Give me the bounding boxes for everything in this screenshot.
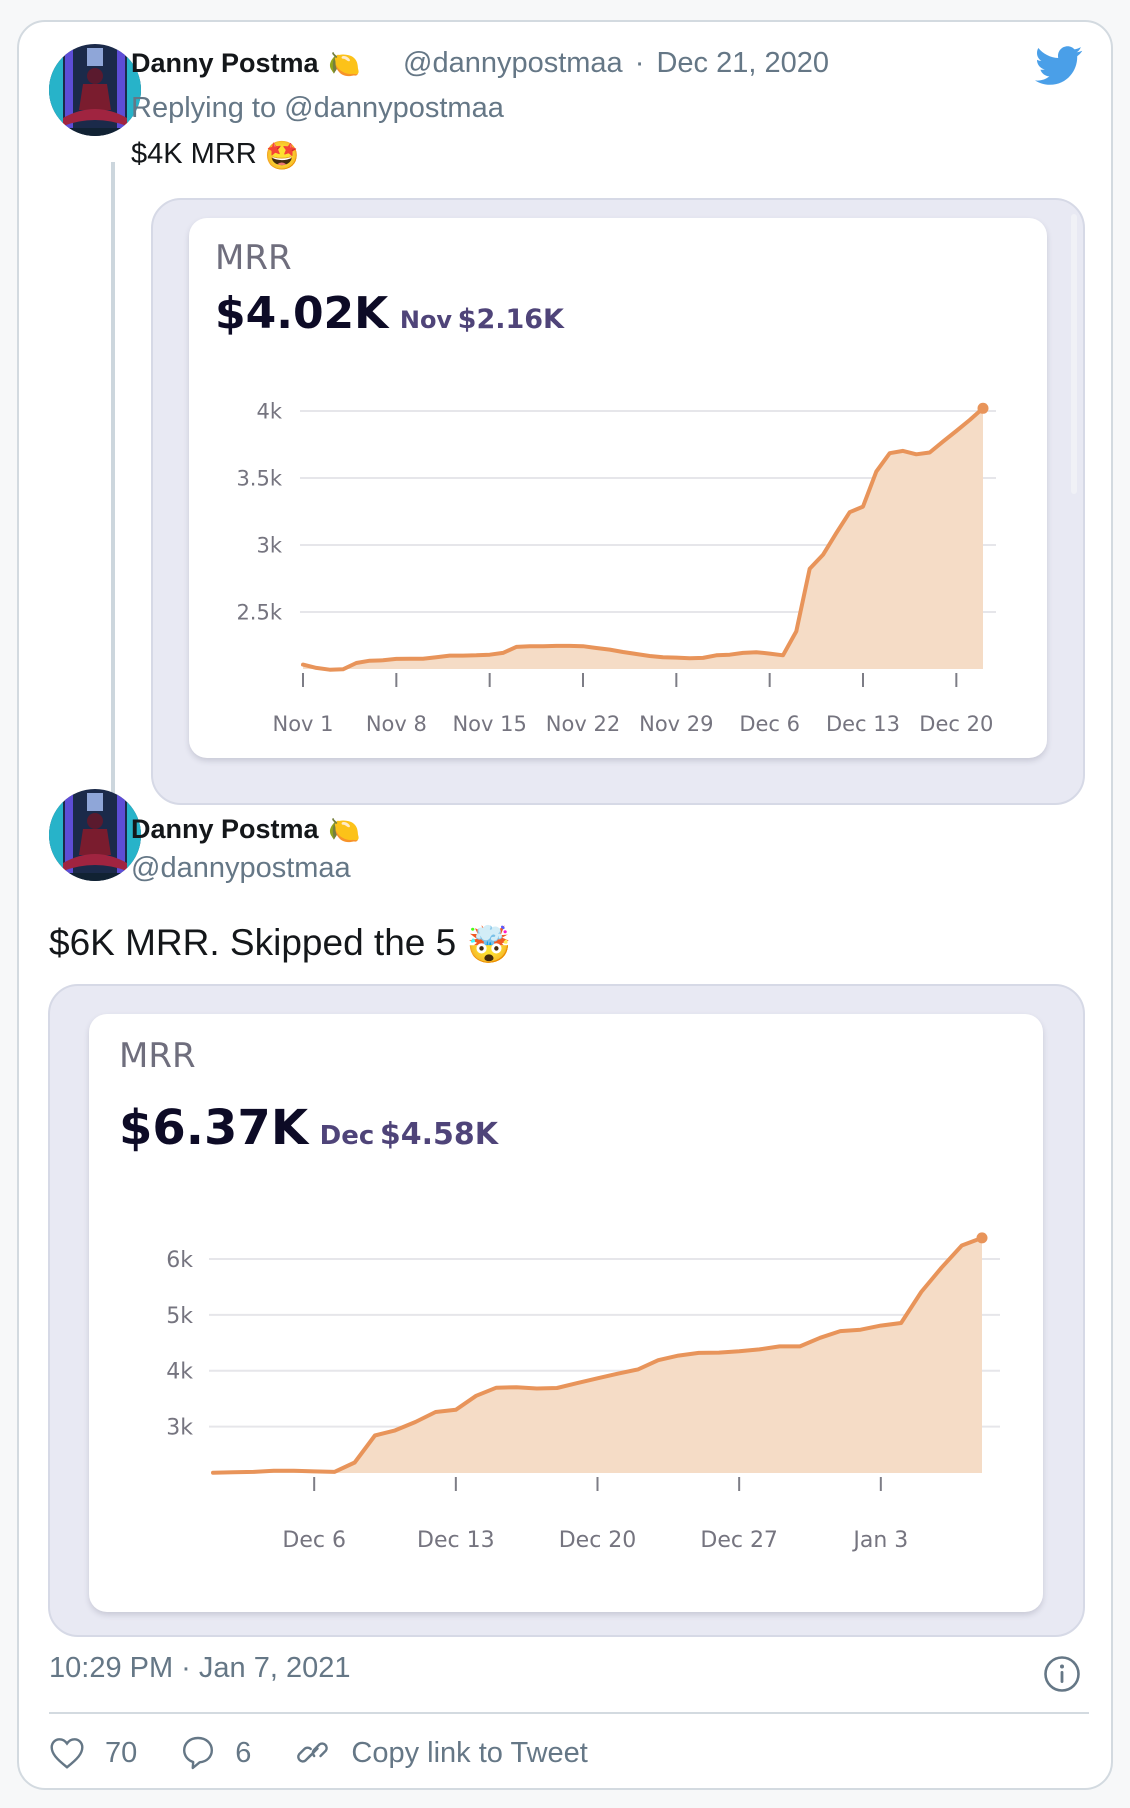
tweet-timestamp[interactable]: 10:29 PM · Jan 7, 2021 bbox=[49, 1652, 351, 1684]
prev-value: $4.58K bbox=[379, 1117, 498, 1152]
x-tick-label: Dec 27 bbox=[700, 1528, 778, 1553]
avatar[interactable] bbox=[49, 789, 141, 881]
exploding-head-emoji-icon: 🤯 bbox=[466, 924, 512, 966]
avatar-image bbox=[49, 789, 141, 881]
x-tick-label: Jan 3 bbox=[851, 1528, 908, 1553]
like-count: 70 bbox=[105, 1736, 138, 1769]
author-handle-date: @dannypostmaa · Dec 21, 2020 bbox=[403, 47, 829, 80]
tweet-actions: 70 6 Copy link to Tweet bbox=[49, 1729, 632, 1777]
y-tick-label: 4k bbox=[166, 1360, 193, 1385]
link-icon bbox=[297, 1742, 329, 1763]
lemon-emoji-icon: 🍋 bbox=[328, 49, 361, 80]
twitter-bird-icon[interactable] bbox=[1035, 46, 1083, 91]
mrr-value-row: $4.02K Nov $2.16K bbox=[215, 288, 564, 339]
info-icon[interactable] bbox=[1043, 1655, 1081, 1698]
copy-link-button[interactable]: Copy link to Tweet bbox=[295, 1735, 588, 1771]
x-tick-label: Dec 20 bbox=[559, 1528, 637, 1553]
author-handle[interactable]: @dannypostmaa bbox=[403, 47, 623, 79]
x-tick-label: Dec 6 bbox=[282, 1528, 346, 1553]
star-struck-emoji-icon: 🤩 bbox=[264, 139, 300, 171]
author-handle[interactable]: @dannypostmaa bbox=[131, 852, 351, 884]
x-tick-label: Nov 15 bbox=[452, 712, 526, 736]
mrr-chart: 6k 5k 4k 3k Dec 6 Dec 13 Dec 20 Dec 27 Jan 3 bbox=[166, 1232, 1000, 1553]
mrr-value-row: $6.37K Dec $4.58K bbox=[119, 1100, 498, 1156]
scrollbar[interactable] bbox=[1071, 214, 1077, 494]
mrr-label: MRR bbox=[119, 1036, 196, 1076]
author-name[interactable]: Danny Postma 🍋 bbox=[131, 48, 360, 80]
mrr-label: MRR bbox=[215, 238, 292, 278]
replying-to[interactable]: Replying to @dannypostmaa bbox=[131, 92, 504, 124]
x-tick-label: Nov 1 bbox=[272, 712, 333, 736]
lemon-emoji-icon: 🍋 bbox=[328, 815, 361, 846]
x-tick-label: Dec 6 bbox=[739, 712, 800, 736]
media-attachment[interactable]: MRR $6.37K Dec $4.58K 6k 5k 4k 3k Dec 6 Dec 1… bbox=[48, 984, 1085, 1637]
author-name[interactable]: Danny Postma 🍋 bbox=[131, 814, 360, 846]
mrr-card: MRR $6.37K Dec $4.58K 6k 5k 4k 3k Dec 6 Dec 1… bbox=[89, 1014, 1043, 1612]
like-button[interactable]: 70 bbox=[49, 1736, 137, 1770]
reply-count: 6 bbox=[235, 1736, 252, 1769]
heart-icon bbox=[50, 1738, 84, 1769]
y-tick-label: 5k bbox=[166, 1304, 193, 1329]
mrr-card: MRR $4.02K Nov $2.16K 4k 3.5k 3k 2.5k Nov 1 N… bbox=[189, 218, 1047, 758]
last-data-point bbox=[976, 1232, 988, 1244]
x-tick-label: Dec 13 bbox=[417, 1528, 495, 1553]
media-attachment[interactable]: MRR $4.02K Nov $2.16K 4k 3.5k 3k 2.5k Nov 1 N… bbox=[151, 198, 1085, 805]
y-tick-label: 3.5k bbox=[236, 467, 282, 491]
y-tick-label: 3k bbox=[166, 1416, 193, 1441]
prev-month: Nov bbox=[399, 306, 453, 334]
tweet-text: $4K MRR 🤩 bbox=[131, 138, 300, 172]
x-tick-label: Dec 13 bbox=[826, 712, 900, 736]
reply-button[interactable]: 6 bbox=[181, 1735, 251, 1771]
series-line bbox=[211, 1235, 984, 1475]
avatar-image bbox=[49, 44, 141, 136]
tweet-text-content: $4K MRR bbox=[131, 138, 257, 170]
mrr-value: $6.37K bbox=[119, 1100, 309, 1156]
tweet-text: $6K MRR. Skipped the 5 🤯 bbox=[49, 922, 511, 966]
reply-bubble-icon bbox=[183, 1736, 214, 1770]
thread-connector-line bbox=[111, 162, 115, 815]
mrr-value: $4.02K bbox=[215, 288, 389, 339]
mrr-chart: 4k 3.5k 3k 2.5k Nov 1 Nov 8 Nov 15 Nov 22 Nov 29… bbox=[236, 400, 996, 736]
author-name-text: Danny Postma bbox=[131, 814, 319, 844]
y-tick-label: 3k bbox=[256, 534, 282, 558]
area-fill bbox=[303, 408, 983, 670]
separator-dot: · bbox=[634, 47, 645, 79]
x-tick-label: Nov 22 bbox=[546, 712, 620, 736]
last-data-point bbox=[977, 402, 989, 414]
y-tick-label: 2.5k bbox=[236, 601, 282, 625]
prev-value: $2.16K bbox=[457, 304, 564, 335]
series-line bbox=[301, 406, 985, 672]
tweet-date[interactable]: Dec 21, 2020 bbox=[656, 47, 829, 79]
copy-link-label: Copy link to Tweet bbox=[351, 1736, 588, 1769]
prev-month: Dec bbox=[319, 1121, 375, 1151]
avatar[interactable] bbox=[49, 44, 141, 136]
x-tick-label: Nov 8 bbox=[366, 712, 427, 736]
tweet-text-content: $6K MRR. Skipped the 5 bbox=[49, 922, 457, 963]
tweet-thread-card: Danny Postma 🍋 @dannypostmaa · Dec 21, 2… bbox=[17, 20, 1113, 1790]
divider bbox=[49, 1712, 1089, 1714]
y-tick-label: 6k bbox=[166, 1248, 193, 1273]
x-tick-label: Nov 29 bbox=[639, 712, 713, 736]
x-tick-label: Dec 20 bbox=[919, 712, 993, 736]
y-tick-label: 4k bbox=[256, 400, 282, 424]
author-name-text: Danny Postma bbox=[131, 48, 319, 78]
area-fill bbox=[213, 1237, 982, 1473]
